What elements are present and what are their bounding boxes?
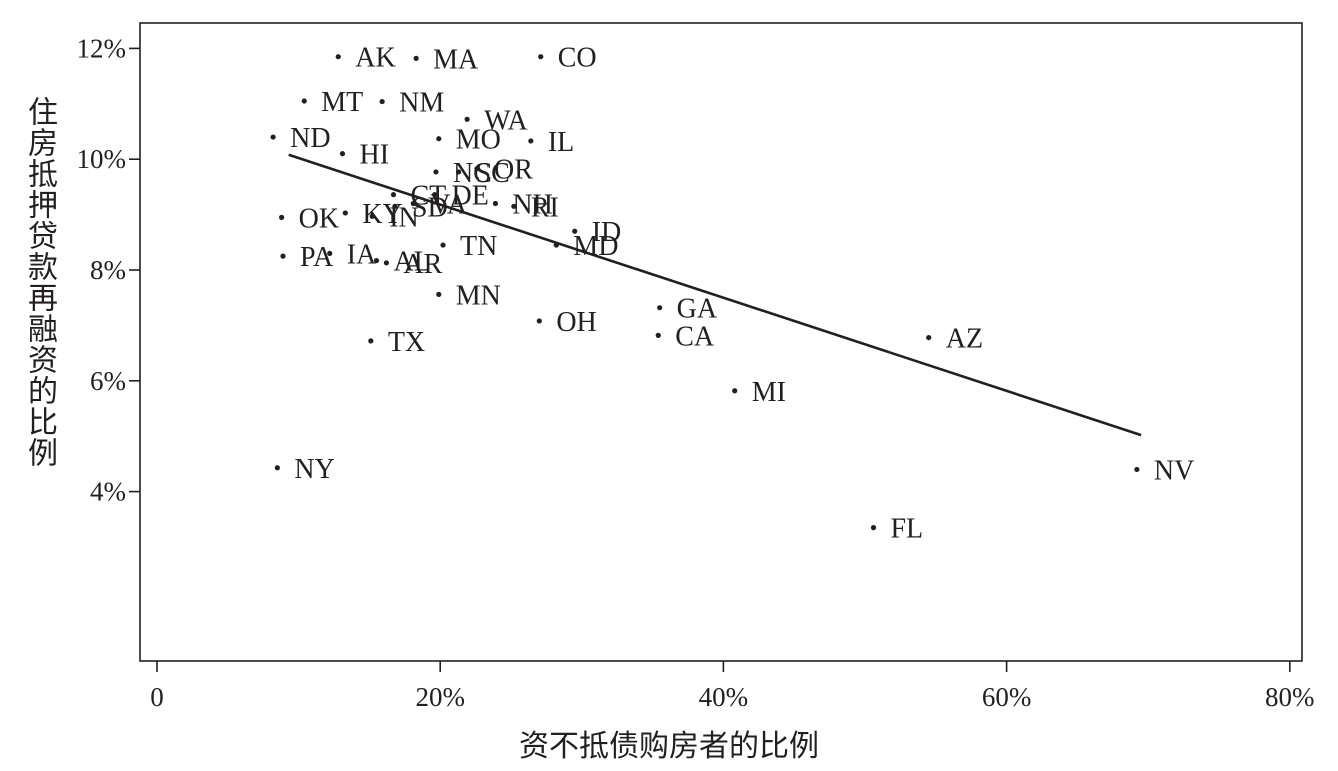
- point-label-sc: SC: [476, 158, 510, 189]
- point-label-ga: GA: [677, 294, 718, 325]
- fit-line: [288, 153, 1142, 437]
- data-point-ri: [511, 203, 517, 209]
- data-point-tx: [368, 338, 374, 344]
- data-point-ga: [657, 305, 663, 311]
- point-label-mt: MT: [321, 87, 363, 118]
- point-label-oh: OH: [556, 307, 596, 338]
- point-label-id: ID: [592, 217, 622, 248]
- data-point-nm: [379, 98, 385, 105]
- point-label-tn: TN: [460, 231, 497, 262]
- point-label-va: VA: [430, 190, 468, 221]
- data-point-nv: [1134, 466, 1140, 473]
- data-point-mi: [732, 388, 738, 394]
- data-point-ca: [655, 332, 661, 338]
- point-label-md: MD: [573, 231, 618, 262]
- point-label-sd: SD: [412, 192, 448, 223]
- point-label-mn: MN: [456, 280, 501, 311]
- y-axis: 4%6%8%10%12%14%: [77, 33, 140, 507]
- x-tick-label: 20%: [415, 682, 465, 712]
- data-point-ky: [342, 210, 348, 216]
- data-point-il: [528, 138, 534, 144]
- data-point-ny: [274, 465, 280, 471]
- data-point-co: [538, 54, 544, 60]
- x-axis: 0 20% 40% 60% 80%: [150, 661, 1315, 712]
- y-tick-label: 10%: [77, 144, 127, 174]
- data-point-nc: [433, 169, 439, 175]
- data-point-tn: [440, 242, 446, 248]
- point-label-ky: KY: [362, 199, 402, 230]
- point-label-ma: MA: [433, 44, 479, 75]
- point-label-in: IN: [389, 202, 419, 233]
- data-point-mn: [436, 291, 442, 297]
- point-label-ri: RI: [531, 192, 559, 223]
- x-tick-label: 40%: [699, 682, 749, 712]
- point-label-nv: NV: [1154, 455, 1194, 486]
- point-label-hi: HI: [359, 140, 389, 171]
- point-label-or: OR: [494, 155, 533, 186]
- data-point-fl: [870, 525, 877, 531]
- data-point-sc: [456, 169, 462, 175]
- point-label-nh: NH: [512, 190, 552, 221]
- data-point-al: [373, 257, 380, 264]
- data-point-pa: [280, 253, 286, 259]
- point-label-il: IL: [548, 127, 574, 158]
- point-label-mi: MI: [752, 377, 786, 408]
- point-label-az: AZ: [946, 324, 983, 355]
- data-points: UTWIAKMACOMTNMWANDMOILHINCSCORCTDENHRIVA…: [270, 0, 1194, 545]
- point-label-nd: ND: [290, 123, 330, 154]
- data-point-md: [553, 242, 559, 248]
- point-label-wi: WI: [439, 0, 475, 2]
- point-label-al: AL: [393, 247, 430, 278]
- y-tick-label: 6%: [90, 366, 126, 396]
- point-label-de: DE: [452, 181, 489, 212]
- y-tick-label: 8%: [90, 255, 126, 285]
- data-point-ak: [335, 54, 341, 60]
- point-label-ca: CA: [675, 321, 715, 352]
- data-point-mo: [436, 136, 442, 142]
- data-point-az: [926, 334, 932, 341]
- point-label-ak: AK: [355, 43, 395, 74]
- data-point-de: [431, 192, 438, 198]
- data-point-ma: [413, 55, 419, 61]
- point-label-ny: NY: [294, 454, 334, 485]
- data-point-in: [369, 213, 375, 219]
- point-label-ct: CT: [410, 181, 446, 212]
- y-tick-label: 4%: [90, 477, 126, 507]
- data-point-hi: [339, 151, 346, 157]
- y-axis-label: 住房抵押贷款再融资的比例: [22, 96, 57, 468]
- data-point-ct: [390, 192, 397, 198]
- point-label-pa: PA: [300, 242, 334, 273]
- data-point-mt: [301, 98, 307, 104]
- point-label-mo: MO: [456, 125, 501, 156]
- point-label-wa: WA: [484, 105, 528, 136]
- point-label-ok: OK: [299, 203, 339, 234]
- x-tick-label: 60%: [982, 682, 1032, 712]
- data-point-sd: [392, 203, 398, 209]
- point-label-co: CO: [558, 43, 597, 74]
- point-label-ar: AR: [403, 249, 442, 280]
- data-point-va: [410, 200, 416, 207]
- point-label-nm: NM: [399, 88, 444, 119]
- data-point-oh: [536, 318, 542, 324]
- data-point-ok: [279, 214, 285, 220]
- data-point-ar: [383, 260, 389, 266]
- point-label-tx: TX: [388, 327, 425, 358]
- data-point-or: [474, 166, 480, 172]
- x-tick-label: 80%: [1265, 682, 1315, 712]
- x-axis-label: 资不抵债购房者的比例: [519, 729, 819, 764]
- data-point-nh: [492, 200, 499, 207]
- point-label-ia: IA: [347, 239, 377, 270]
- data-point-wa: [464, 116, 470, 122]
- data-point-ia: [327, 250, 333, 256]
- plot-frame: [139, 22, 1303, 662]
- data-point-nd: [270, 134, 276, 140]
- data-point-id: [572, 228, 578, 234]
- x-tick-label: 0: [150, 682, 164, 712]
- point-label-fl: FL: [890, 514, 923, 545]
- y-tick-label: 12%: [77, 33, 127, 63]
